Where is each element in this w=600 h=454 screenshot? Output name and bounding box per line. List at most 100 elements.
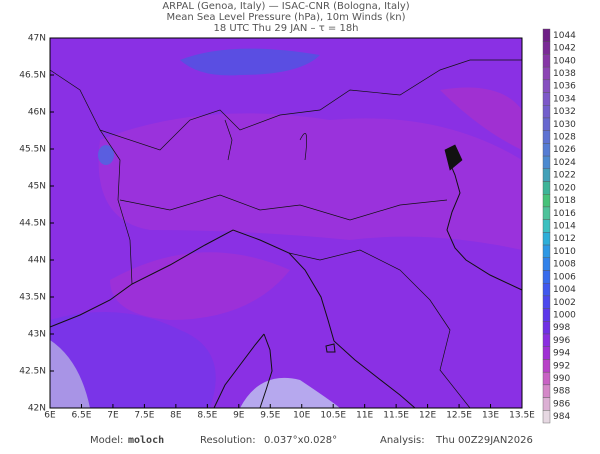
colorbar-box [542, 105, 551, 119]
colorbar-label: 1036 [553, 82, 576, 92]
footer-value: Thu 00Z29JAN2026 [435, 435, 533, 446]
pressure-area [110, 252, 290, 320]
colorbar-label: 1004 [553, 285, 576, 295]
colorbar-label: 1042 [553, 44, 576, 54]
colorbar-box [542, 333, 551, 347]
colorbar-label: 1010 [553, 247, 576, 257]
colorbar-box [542, 384, 551, 398]
footer-label: Analysis: [380, 435, 425, 446]
colorbar-box [542, 206, 551, 220]
lon-label: 8.5E [197, 411, 217, 421]
lon-label: 11E [356, 411, 373, 421]
colorbar-label: 1018 [553, 196, 576, 206]
lon-label: 10.5E [320, 411, 346, 421]
colorbar-box [542, 130, 551, 144]
footer-label: Model: [90, 435, 123, 446]
lon-label: 11.5E [383, 411, 409, 421]
lon-label: 9E [233, 411, 245, 421]
lat-label: 44N [28, 256, 46, 266]
colorbar-label: 1000 [553, 310, 576, 320]
colorbar-label: 1014 [553, 222, 576, 232]
pressure-area [98, 145, 114, 165]
colorbar-label: 986 [553, 399, 570, 409]
lat-label: 44.5N [19, 219, 46, 229]
lat-label: 45N [28, 182, 46, 192]
colorbar-box [542, 54, 551, 68]
lon-label: 10E [293, 411, 310, 421]
colorbar-box [542, 194, 551, 208]
colorbar-box [542, 92, 551, 106]
footer-value: 0.037°x0.028° [264, 435, 337, 446]
lat-label: 42N [28, 404, 46, 414]
pressure-area [98, 113, 523, 250]
colorbar-label: 1026 [553, 145, 576, 155]
lat-label: 46.5N [19, 71, 46, 81]
map [49, 37, 523, 409]
colorbar-label: 992 [553, 361, 570, 371]
colorbar-label: 1034 [553, 94, 576, 104]
colorbar-label: 984 [553, 412, 570, 422]
colorbar-box [542, 371, 551, 386]
pressure-area [240, 377, 340, 408]
colorbar-label: 1024 [553, 158, 576, 168]
colorbar-box [542, 257, 551, 271]
colorbar-label: 1002 [553, 298, 576, 308]
colorbar-box [542, 168, 551, 182]
colorbar-box [542, 410, 551, 424]
lat-label: 42.5N [19, 367, 46, 377]
colorbar-box [542, 219, 551, 233]
colorbar-label: 1038 [553, 69, 576, 79]
colorbar-box [542, 295, 551, 309]
header-line: ARPAL (Genoa, Italy) — ISAC-CNR (Bologna… [162, 1, 409, 12]
colorbar-label: 990 [553, 374, 570, 384]
lat-label: 43.5N [19, 293, 46, 303]
colorbar-box [542, 181, 551, 195]
pressure-area [50, 340, 90, 408]
colorbar-label: 1016 [553, 209, 576, 219]
lon-label: 7E [107, 411, 119, 421]
header-line: Mean Sea Level Pressure (hPa), 10m Winds… [167, 12, 406, 23]
pressure-area [50, 312, 216, 408]
lon-label: 13E [482, 411, 499, 421]
lon-label: 6E [44, 411, 56, 421]
pressure-area [440, 87, 522, 150]
colorbar-box [542, 66, 551, 81]
colorbar-label: 994 [553, 349, 570, 359]
colorbar-label: 1012 [553, 234, 576, 244]
colorbar-box [542, 346, 551, 360]
lon-label: 13.5E [509, 411, 535, 421]
colorbar-box [542, 232, 551, 246]
colorbar-label: 998 [553, 323, 570, 333]
lon-label: 12E [419, 411, 436, 421]
lat-label: 43N [28, 330, 46, 340]
colorbar-box [542, 143, 551, 157]
pressure-area [180, 48, 320, 76]
colorbar-label: 1008 [553, 260, 576, 270]
lon-axis: 6E 6.5E 7E 7.5E 8E 8.5E 9E 9.5E 10E 10.5E 11E 11.5E… [44, 404, 535, 421]
colorbar-label: 1020 [553, 183, 576, 193]
borders [49, 59, 522, 409]
colorbar-label: 1044 [553, 31, 576, 41]
lat-label: 46N [28, 108, 46, 118]
colorbar-box [542, 41, 551, 55]
colorbar-label: 1040 [553, 56, 576, 66]
lon-label: 8E [170, 411, 182, 421]
lon-label: 7.5E [134, 411, 154, 421]
colorbar-box [542, 359, 551, 373]
lon-label: 6.5E [71, 411, 91, 421]
colorbar: 1044 1042 1040 1038 1036 1034 1032 1030 1028 1026… [542, 28, 576, 424]
footer-value: moloch [128, 435, 164, 446]
footer-label: Resolution: [200, 435, 256, 446]
colorbar-label: 1028 [553, 133, 576, 143]
colorbar-label: 988 [553, 387, 570, 397]
header-line: 18 UTC Thu 29 JAN – τ = 18h [213, 23, 358, 34]
colorbar-box [542, 321, 551, 335]
lon-label: 12.5E [446, 411, 472, 421]
lat-axis: 47N 46.5N 46N 45.5N 45N 44.5N 44N 43.5N 43N 42.5N… [19, 34, 54, 414]
colorbar-label: 996 [553, 336, 570, 346]
colorbar-box [542, 308, 551, 322]
colorbar-label: 1006 [553, 272, 576, 282]
colorbar-label: 1032 [553, 107, 576, 117]
colorbar-box [542, 244, 551, 258]
